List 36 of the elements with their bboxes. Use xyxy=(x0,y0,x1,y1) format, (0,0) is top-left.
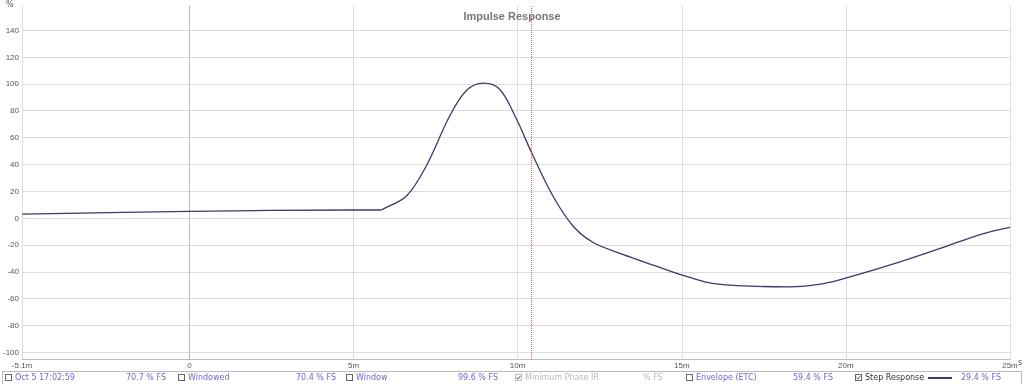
y-tick-label: -60 xyxy=(7,294,20,304)
text: 70.7 % FS xyxy=(126,373,167,382)
y-tick-label: 120 xyxy=(5,52,20,62)
y-axis-title: % xyxy=(6,0,14,9)
y-tick-label: 0 xyxy=(14,213,20,223)
y-tick-label: 40 xyxy=(10,159,20,169)
text: Window xyxy=(356,373,388,382)
y-tick-label: 100 xyxy=(5,79,20,89)
text: Envelope (ETC) xyxy=(696,373,757,382)
y-tick-label: -80 xyxy=(7,320,20,330)
x-tick-label: 0 xyxy=(187,360,193,370)
text: Windowed xyxy=(188,373,230,382)
y-tick-label: 140 xyxy=(5,25,20,35)
text: 70.4 % FS xyxy=(296,373,337,382)
text: 99.6 % FS xyxy=(458,373,499,382)
chart-title: Impulse Response xyxy=(463,9,561,22)
x-tick-label: -5.1m xyxy=(11,360,33,370)
y-tick-label: -40 xyxy=(7,267,20,277)
text: % FS xyxy=(643,373,663,382)
text: 29.4 % FS xyxy=(961,373,1002,382)
x-tick-label: 20m xyxy=(838,360,854,370)
text: Minimum Phase IR xyxy=(525,373,599,382)
line-series xyxy=(21,82,1011,288)
x-axis-title: s xyxy=(1018,358,1023,367)
text: Step Response xyxy=(865,373,925,382)
y-tick-label: -100 xyxy=(3,347,20,357)
x-tick-label: 15m xyxy=(673,360,690,370)
x-tick-label: 5m xyxy=(347,360,360,370)
y-tick-label: 80 xyxy=(10,106,20,116)
x-tick-label: 10m xyxy=(509,360,526,370)
y-tick-label: 20 xyxy=(10,186,20,196)
y-tick-label: -20 xyxy=(7,240,20,250)
x-tick-label: 25m xyxy=(1002,360,1019,370)
text: Oct 5 17:02:59 xyxy=(15,373,75,382)
y-tick-label: 60 xyxy=(10,133,20,143)
text: 59.4 % FS xyxy=(793,373,834,382)
